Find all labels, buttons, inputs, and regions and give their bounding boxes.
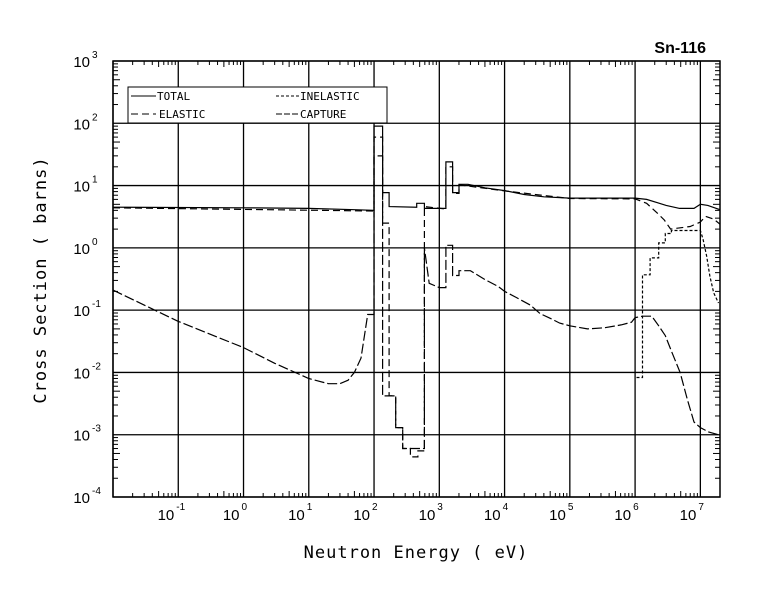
y-tick-label-exponent: -4 [92,486,101,497]
x-tick-label-exponent: 1 [307,502,313,513]
x-tick-label-base: 10 [288,507,305,524]
y-tick-label-base: 10 [73,54,90,71]
legend-label-elastic: ELASTIC [159,108,205,121]
x-axis-label: Neutron Energy ( eV) [304,543,529,563]
x-tick-label-base: 10 [419,507,436,524]
x-tick-label-exponent: 4 [503,502,509,513]
y-tick-label-exponent: 1 [92,175,98,186]
x-tick-labels: 10 -1 10 0 10 1 10 2 10 3 10 4 10 5 10 6 10 7 [158,502,705,524]
y-tick-label-exponent: 3 [92,50,98,61]
x-tick-label-exponent: 2 [372,502,378,513]
x-tick-label-base: 10 [549,507,566,524]
y-tick-label-exponent: -1 [92,299,101,310]
series-lines [112,125,721,458]
legend-label-inelastic: INELASTIC [300,90,360,103]
y-tick-label-base: 10 [73,365,90,382]
x-tick-label-exponent: 3 [437,502,443,513]
series-capture [112,155,719,450]
y-tick-label-exponent: 0 [92,237,98,248]
legend-label-total: TOTAL [157,90,190,103]
x-tick-label-exponent: 5 [568,502,574,513]
y-tick-label-exponent: -2 [92,361,101,372]
x-tick-label-base: 10 [353,507,370,524]
x-tick-label-base: 10 [680,507,697,524]
y-tick-label-base: 10 [73,428,90,445]
grid-lines [112,60,720,498]
axis-ticks [113,61,721,497]
legend: TOTAL ELASTIC INELASTIC CAPTURE [127,86,388,124]
y-tick-label-base: 10 [73,179,90,196]
y-axis-label: Cross Section ( barns) [31,156,51,403]
y-tick-label-exponent: 2 [92,112,98,123]
y-tick-label-base: 10 [73,303,90,320]
y-tick-label-base: 10 [73,490,90,507]
x-tick-label-base: 10 [223,507,240,524]
legend-label-capture: CAPTURE [300,108,346,121]
y-tick-label-exponent: -3 [92,424,101,435]
series-total [112,125,721,212]
x-tick-label-exponent: 6 [633,502,639,513]
series-elastic [112,136,721,458]
x-tick-label-exponent: -1 [176,502,185,513]
x-tick-label-base: 10 [614,507,631,524]
x-tick-label-base: 10 [158,507,175,524]
x-tick-label-exponent: 0 [242,502,248,513]
series-inelastic [636,229,720,379]
y-tick-label-base: 10 [73,241,90,258]
x-tick-label-exponent: 7 [698,502,704,513]
x-tick-label-base: 10 [484,507,501,524]
plot-frame [112,60,721,498]
legend-box [127,86,388,124]
chart-title: Sn-116 [654,40,706,57]
y-tick-label-base: 10 [73,116,90,133]
